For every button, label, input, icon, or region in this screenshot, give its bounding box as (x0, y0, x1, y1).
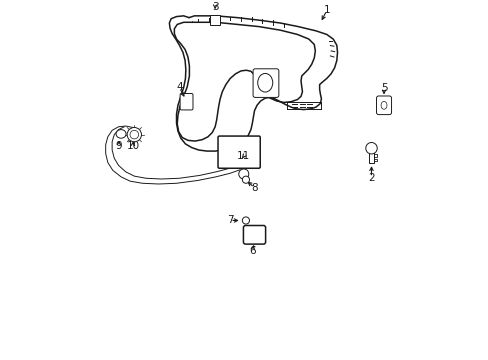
FancyBboxPatch shape (243, 225, 265, 244)
Text: 9: 9 (115, 141, 122, 152)
Text: 4: 4 (176, 82, 183, 93)
Text: 3: 3 (211, 2, 218, 12)
Text: 6: 6 (248, 246, 255, 256)
Text: 5: 5 (380, 83, 386, 93)
FancyBboxPatch shape (376, 96, 391, 114)
Circle shape (242, 217, 249, 224)
FancyBboxPatch shape (253, 69, 278, 98)
Circle shape (127, 127, 141, 142)
Text: 8: 8 (251, 183, 257, 193)
Text: 7: 7 (226, 216, 233, 225)
Text: 2: 2 (367, 172, 374, 183)
Ellipse shape (116, 130, 126, 138)
Circle shape (242, 176, 249, 183)
FancyBboxPatch shape (218, 136, 260, 168)
Circle shape (238, 169, 248, 179)
Text: 11: 11 (237, 151, 250, 161)
Circle shape (365, 143, 376, 154)
Circle shape (130, 130, 138, 139)
FancyBboxPatch shape (180, 94, 193, 110)
Ellipse shape (380, 102, 386, 109)
Ellipse shape (257, 73, 272, 92)
Text: 1: 1 (323, 5, 329, 15)
Bar (210, 15, 220, 25)
Text: 10: 10 (126, 141, 139, 152)
